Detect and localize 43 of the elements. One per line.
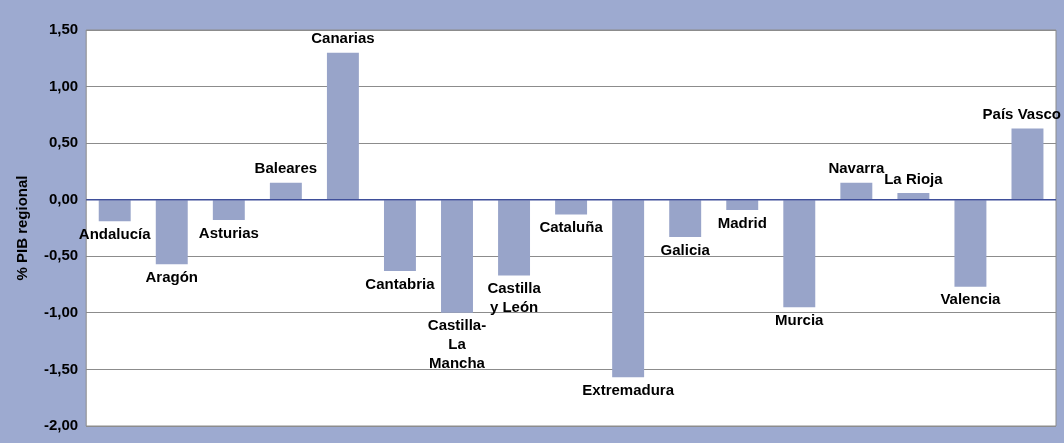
bar xyxy=(155,200,188,265)
x-tick-label: Castilla y León xyxy=(487,279,542,316)
bar xyxy=(326,52,359,200)
bar xyxy=(612,200,645,378)
bar xyxy=(783,200,816,308)
bar xyxy=(954,200,987,287)
bar xyxy=(498,200,531,276)
bar xyxy=(555,200,588,215)
y-tick-label: 1,50 xyxy=(48,20,79,38)
x-tick-label: Andalucía xyxy=(78,224,152,242)
bar xyxy=(840,182,873,200)
bar xyxy=(726,200,759,210)
x-tick-label: Madrid xyxy=(717,213,767,231)
x-tick-label: País Vasco xyxy=(982,105,1062,123)
bar xyxy=(98,200,131,222)
x-tick-label: Asturias xyxy=(198,223,259,241)
x-tick-label: Cataluña xyxy=(539,218,604,236)
x-tick-label: Murcia xyxy=(775,310,825,328)
x-tick-label: Galicia xyxy=(660,240,711,258)
bar xyxy=(269,182,302,200)
x-tick-label: Castilla-La Mancha xyxy=(427,316,487,372)
bar xyxy=(669,200,702,238)
x-tick-label: Baleares xyxy=(254,159,318,177)
bar xyxy=(212,200,245,221)
x-tick-label: Cantabria xyxy=(365,274,436,292)
y-tick-label: -1,00 xyxy=(43,303,79,320)
bar xyxy=(383,200,416,271)
bar xyxy=(441,200,473,313)
y-tick-label: -2,00 xyxy=(43,416,79,434)
x-tick-label: Extremadura xyxy=(582,380,675,398)
x-tick-label: Navarra xyxy=(828,159,885,177)
x-tick-label: Aragón xyxy=(145,267,199,285)
x-tick-label: La Rioja xyxy=(884,169,944,187)
y-tick-label: -1,50 xyxy=(43,359,79,377)
y-axis-title: % PIB regional xyxy=(13,175,31,281)
x-tick-label: Valencia xyxy=(940,290,1002,308)
y-tick-label: 0,50 xyxy=(48,133,79,151)
bar xyxy=(897,192,930,200)
y-tick-label: 0,00 xyxy=(48,189,79,207)
y-tick-label: 1,00 xyxy=(48,76,79,94)
y-tick-label: -0,50 xyxy=(43,246,79,264)
x-tick-label: Canarias xyxy=(311,29,375,47)
bar xyxy=(1011,128,1044,200)
